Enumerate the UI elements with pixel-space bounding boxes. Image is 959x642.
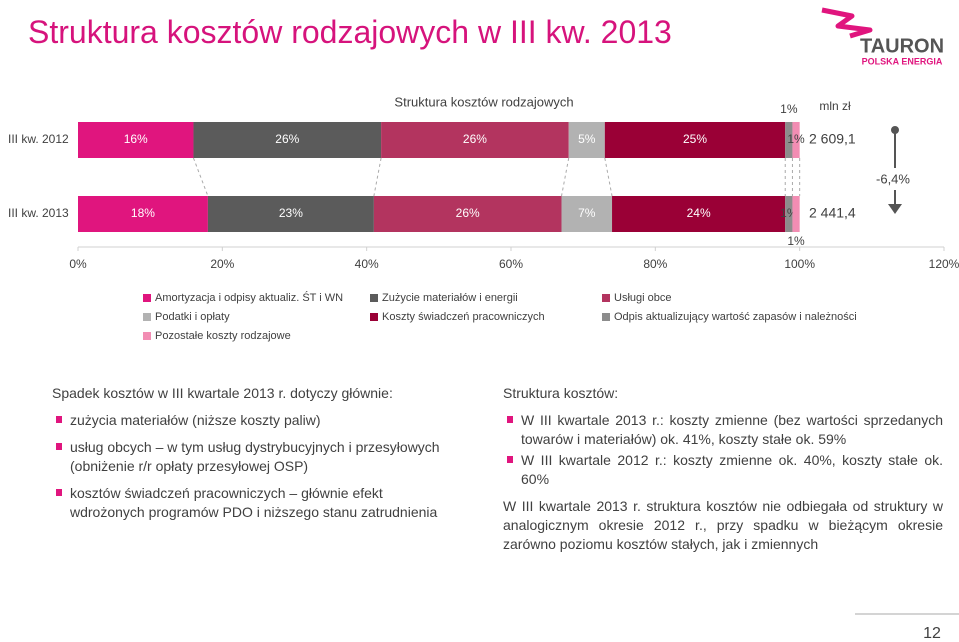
connector <box>561 157 570 197</box>
data-label: 1% <box>787 132 805 146</box>
data-label: 26% <box>456 206 480 220</box>
right-heading: Struktura kosztów: <box>503 385 619 401</box>
x-tick-label: 120% <box>929 257 959 271</box>
right-paragraph: W III kwartale 2013 r. struktura kosztów… <box>503 498 943 552</box>
x-tick-label: 40% <box>355 257 379 271</box>
bar-segment <box>792 122 800 158</box>
unit-label: mln zł <box>819 99 851 113</box>
left-column: Spadek kosztów w III kwartale 2013 r. do… <box>52 384 442 530</box>
x-tick-label: 60% <box>499 257 523 271</box>
y-tick-label: III kw. 2012 <box>8 132 69 146</box>
data-label: 26% <box>275 132 299 146</box>
bar-segment <box>78 122 194 158</box>
bar-segment <box>792 196 800 232</box>
left-bullets: zużycia materiałów (niższe koszty paliw)… <box>52 411 442 522</box>
x-tick-label: 0% <box>69 257 87 271</box>
bar-segment <box>568 122 605 158</box>
legend-label: Podatki i opłaty <box>155 311 230 323</box>
slide-title: Struktura kosztów rodzajowych w III kw. … <box>28 14 672 50</box>
bullet: W III kwartale 2012 r.: koszty zmienne o… <box>503 451 943 489</box>
legend-swatch <box>143 332 151 340</box>
data-label: 16% <box>124 132 148 146</box>
legend-swatch <box>602 313 610 321</box>
bar-segment <box>373 196 562 232</box>
connector <box>373 157 382 197</box>
bullet: zużycia materiałów (niższe koszty paliw) <box>52 411 442 430</box>
bar-segment <box>785 122 793 158</box>
right-column: Struktura kosztów: W III kwartale 2013 r… <box>503 384 943 554</box>
connector <box>604 157 613 197</box>
bullet: W III kwartale 2013 r.: koszty zmienne (… <box>503 411 943 449</box>
change-label: -6,4% <box>876 171 910 186</box>
bullet: usług obcych – w tym usług dystrybucyjny… <box>52 438 442 476</box>
data-label: 18% <box>131 206 155 220</box>
legend-label: Usługi obce <box>614 292 671 304</box>
logo-icon <box>821 7 873 39</box>
change-arrow <box>888 126 902 214</box>
legend-swatch <box>143 294 151 302</box>
x-tick-label: 100% <box>784 257 815 271</box>
bar-segment <box>785 196 793 232</box>
data-label: 25% <box>683 132 707 146</box>
legend-label: Zużycie materiałów i energii <box>382 292 518 304</box>
x-tick-label: 20% <box>210 257 234 271</box>
bar-segment <box>561 196 613 232</box>
logo-name: TAURON <box>860 35 944 57</box>
left-heading: Spadek kosztów w III kwartale 2013 r. do… <box>52 385 393 401</box>
legend-swatch <box>143 313 151 321</box>
legend-label: Koszty świadczeń pracowniczych <box>382 311 545 323</box>
bar-segment <box>381 122 569 158</box>
data-label: 23% <box>279 206 303 220</box>
y-tick-label: III kw. 2013 <box>8 206 69 220</box>
data-label: 7% <box>578 206 596 220</box>
bar-segment <box>207 196 374 232</box>
data-label: 5% <box>578 132 596 146</box>
bar-segment <box>604 122 786 158</box>
logo-tagline: POLSKA ENERGIA <box>862 56 943 66</box>
connector <box>192 157 209 197</box>
data-label: 1% <box>787 234 805 248</box>
x-tick-label: 80% <box>643 257 667 271</box>
legend-label: Pozostałe koszty rodzajowe <box>155 330 291 342</box>
page-number: 12 <box>923 625 941 642</box>
bar-segment <box>193 122 382 158</box>
bar-segment <box>612 196 786 232</box>
data-label: 1% <box>780 102 798 116</box>
legend-label: Amortyzacja i odpisy aktualiz. ŚT i WN <box>155 291 343 304</box>
bar-segment <box>78 196 208 232</box>
data-label: 24% <box>687 206 711 220</box>
total-label: 2 609,1 <box>809 131 856 147</box>
legend-swatch <box>370 294 378 302</box>
right-bullets: W III kwartale 2013 r.: koszty zmienne (… <box>503 411 943 489</box>
legend-swatch <box>602 294 610 302</box>
legend-label: Odpis aktualizujący wartość zapasów i na… <box>614 311 857 323</box>
data-label: 26% <box>463 132 487 146</box>
bullet: kosztów świadczeń pracowniczych – główni… <box>52 484 442 522</box>
total-label: 2 441,4 <box>809 205 856 221</box>
chart-title: Struktura kosztów rodzajowych <box>394 94 573 109</box>
legend-swatch <box>370 313 378 321</box>
